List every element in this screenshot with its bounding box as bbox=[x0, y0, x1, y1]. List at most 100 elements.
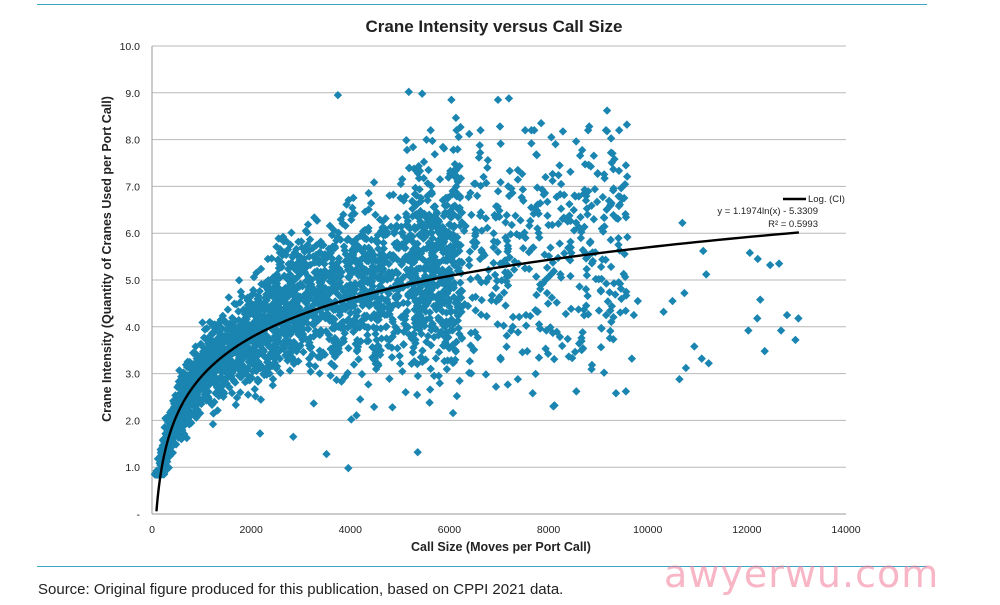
data-point bbox=[449, 166, 459, 175]
data-point bbox=[309, 399, 318, 408]
data-point bbox=[202, 353, 212, 362]
data-point bbox=[393, 276, 402, 285]
data-point bbox=[240, 317, 249, 327]
data-point bbox=[435, 378, 445, 388]
data-point bbox=[483, 163, 492, 172]
data-point bbox=[600, 213, 609, 223]
data-point bbox=[392, 299, 401, 308]
data-point bbox=[614, 126, 624, 135]
y-tick-label: 7.0 bbox=[125, 181, 140, 193]
data-point bbox=[607, 301, 617, 311]
data-point bbox=[582, 191, 591, 201]
data-point bbox=[416, 193, 426, 203]
data-point bbox=[508, 322, 517, 331]
data-point bbox=[239, 331, 249, 340]
data-point bbox=[535, 233, 544, 242]
data-point bbox=[414, 173, 424, 183]
data-point bbox=[418, 346, 427, 355]
data-point bbox=[414, 322, 423, 332]
data-point bbox=[306, 367, 315, 376]
y-tick-label: 5.0 bbox=[125, 275, 140, 287]
data-point bbox=[494, 295, 504, 304]
data-point bbox=[525, 221, 534, 230]
y-tick-label: 2.0 bbox=[125, 415, 140, 427]
data-point bbox=[623, 232, 632, 242]
data-point bbox=[351, 281, 360, 290]
data-point bbox=[583, 210, 592, 219]
data-point bbox=[454, 323, 463, 333]
data-point bbox=[353, 345, 362, 355]
data-point bbox=[597, 224, 607, 233]
data-point bbox=[368, 271, 377, 280]
data-point bbox=[388, 403, 397, 412]
data-point bbox=[421, 257, 430, 266]
data-point bbox=[513, 165, 523, 175]
data-points bbox=[150, 87, 803, 479]
data-point bbox=[236, 388, 245, 397]
data-point bbox=[415, 185, 424, 194]
data-point bbox=[314, 257, 323, 266]
data-point bbox=[183, 395, 192, 404]
data-point bbox=[388, 317, 397, 327]
data-point bbox=[449, 145, 458, 155]
data-point bbox=[476, 208, 486, 217]
data-point bbox=[765, 260, 775, 270]
data-point bbox=[213, 346, 223, 356]
data-point bbox=[160, 423, 169, 432]
data-point bbox=[668, 296, 677, 306]
data-point bbox=[423, 196, 432, 205]
chart-title: Crane Intensity versus Call Size bbox=[366, 17, 623, 36]
data-point bbox=[371, 348, 380, 357]
data-point bbox=[189, 377, 199, 386]
data-point bbox=[584, 310, 593, 319]
data-point bbox=[188, 367, 197, 377]
data-point bbox=[303, 220, 313, 229]
data-point bbox=[310, 317, 319, 327]
data-point bbox=[435, 175, 445, 184]
data-point bbox=[221, 378, 230, 387]
data-point bbox=[509, 265, 519, 274]
data-point bbox=[440, 356, 449, 366]
data-point bbox=[614, 233, 623, 243]
data-point bbox=[420, 224, 429, 233]
data-point bbox=[256, 395, 266, 404]
data-point bbox=[493, 247, 503, 257]
data-point bbox=[556, 179, 566, 189]
data-point bbox=[548, 169, 557, 179]
data-point bbox=[560, 249, 569, 258]
data-point bbox=[419, 157, 429, 167]
data-point bbox=[520, 126, 530, 135]
data-point bbox=[505, 166, 514, 176]
data-point bbox=[330, 333, 340, 343]
data-point bbox=[543, 197, 552, 207]
data-point bbox=[291, 295, 300, 305]
data-point bbox=[581, 285, 591, 294]
data-point bbox=[251, 392, 260, 401]
data-point bbox=[444, 264, 454, 274]
data-point bbox=[541, 275, 550, 285]
y-tick-label: 10.0 bbox=[120, 41, 141, 53]
data-point bbox=[588, 248, 597, 257]
data-point bbox=[508, 188, 517, 198]
data-point bbox=[618, 194, 627, 204]
data-point bbox=[521, 310, 531, 320]
data-point bbox=[518, 185, 528, 194]
data-point bbox=[269, 335, 279, 344]
data-point bbox=[585, 238, 595, 248]
data-point bbox=[346, 308, 355, 318]
data-point bbox=[336, 271, 345, 281]
data-point bbox=[491, 283, 501, 293]
data-point bbox=[265, 283, 274, 293]
data-point bbox=[448, 340, 458, 350]
data-point bbox=[339, 210, 348, 219]
data-point bbox=[373, 341, 383, 350]
data-point bbox=[516, 216, 525, 225]
data-point bbox=[226, 323, 235, 333]
data-point bbox=[244, 305, 253, 314]
data-point bbox=[445, 302, 454, 311]
data-point bbox=[347, 415, 356, 424]
data-point bbox=[431, 354, 441, 363]
data-point bbox=[502, 211, 511, 220]
data-point bbox=[609, 279, 619, 288]
data-point bbox=[465, 247, 475, 256]
